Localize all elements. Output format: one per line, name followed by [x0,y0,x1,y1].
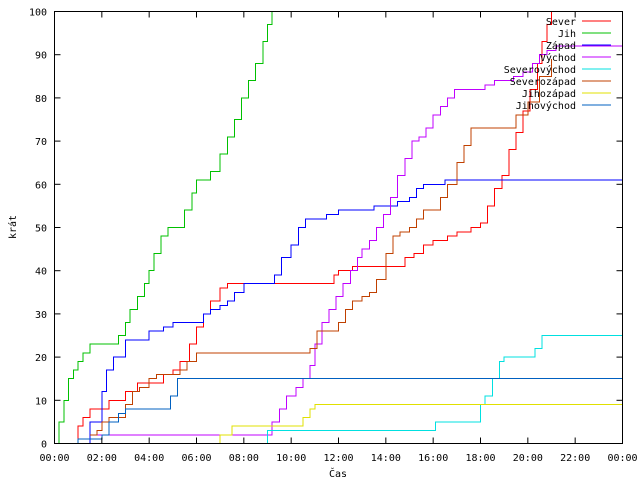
series-line-4 [92,45,623,436]
y-tick-label: 80 [35,94,47,105]
x-axis-label: Čas [329,467,347,480]
y-tick-label: 50 [35,224,47,235]
x-tick-label: 10:00 [276,453,306,464]
legend-label: Severozápad [510,76,576,88]
x-tick-label: 18:00 [465,453,495,464]
x-tick-label: 02:00 [87,453,117,464]
y-tick-label: 40 [35,267,47,278]
x-tick-label: 00:00 [39,453,69,464]
x-tick-label: 12:00 [323,453,353,464]
legend-label: Západ [546,40,576,52]
y-tick-label: 20 [35,353,47,364]
y-tick-label: 30 [35,310,47,321]
legend-label: Sever [546,17,576,28]
x-tick-label: 22:00 [560,453,590,464]
x-tick-label: 04:00 [134,453,164,464]
y-tick-label: 60 [35,180,47,191]
series-line-7 [213,404,623,444]
x-tick-label: 08:00 [229,453,259,464]
x-tick-label: 16:00 [418,453,448,464]
series-line-2 [54,11,273,444]
x-tick-label: 06:00 [181,453,211,464]
series-line-3 [82,179,623,444]
legend-label: Jih [558,29,576,40]
series-line-6 [90,59,552,436]
x-tick-label: 14:00 [371,453,401,464]
y-axis-label: krát [7,215,19,239]
x-tick-label: 20:00 [513,453,543,464]
y-tick-label: 90 [35,51,47,62]
y-tick-label: 0 [41,440,47,451]
series-line-8 [68,378,623,444]
series-line-5 [260,335,623,444]
y-tick-label: 100 [29,8,47,19]
y-tick-label: 10 [35,396,47,407]
x-tick-label: 00:00 [607,453,637,464]
tick-layer: 00:00 02:00 04:00 06:00 08:00 10:00 12:00 14:00… [29,8,638,465]
y-tick-label: 70 [35,137,47,148]
legend-label: Východ [540,52,576,64]
legend-label: Severovýchod [504,64,576,76]
legend-label: Jihovýchod [516,100,576,112]
legend: SeverJihZápadVýchodSeverovýchodSeverozáp… [504,17,611,112]
series-layer [54,11,623,444]
series-line-1 [75,11,552,444]
legend-label: Jihozápad [522,88,576,100]
